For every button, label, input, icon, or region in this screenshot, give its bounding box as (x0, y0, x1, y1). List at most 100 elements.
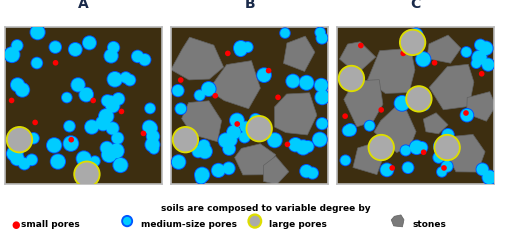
Circle shape (51, 154, 65, 169)
Circle shape (463, 110, 469, 116)
Circle shape (101, 142, 113, 154)
Circle shape (11, 39, 23, 52)
Circle shape (193, 146, 204, 157)
Circle shape (476, 163, 489, 176)
Circle shape (250, 216, 260, 226)
Circle shape (148, 143, 160, 155)
Circle shape (69, 137, 74, 142)
Circle shape (7, 128, 31, 152)
Circle shape (440, 160, 454, 173)
Polygon shape (181, 101, 222, 142)
Circle shape (32, 120, 38, 125)
Circle shape (442, 129, 454, 141)
Circle shape (50, 153, 66, 170)
Circle shape (197, 143, 213, 159)
Circle shape (85, 120, 98, 134)
Circle shape (123, 74, 136, 87)
Circle shape (222, 161, 236, 175)
Circle shape (142, 120, 157, 135)
Circle shape (472, 50, 487, 65)
Circle shape (173, 128, 197, 152)
Polygon shape (467, 92, 496, 121)
Polygon shape (427, 35, 461, 63)
Circle shape (138, 53, 152, 66)
Circle shape (343, 125, 353, 136)
Circle shape (229, 113, 245, 128)
Circle shape (30, 24, 46, 40)
Circle shape (106, 122, 119, 135)
Circle shape (317, 89, 329, 101)
Circle shape (218, 132, 234, 149)
Circle shape (314, 90, 330, 105)
Circle shape (420, 100, 429, 110)
Circle shape (266, 68, 271, 73)
Circle shape (250, 114, 261, 125)
Circle shape (26, 153, 38, 166)
Circle shape (77, 151, 91, 166)
Circle shape (192, 145, 205, 158)
Circle shape (82, 35, 97, 50)
Circle shape (143, 121, 158, 136)
Circle shape (27, 132, 40, 144)
Circle shape (146, 129, 160, 144)
Circle shape (298, 75, 314, 91)
Circle shape (144, 103, 156, 114)
Circle shape (104, 48, 119, 64)
Circle shape (339, 154, 351, 166)
Circle shape (11, 78, 24, 92)
Circle shape (416, 142, 427, 153)
Text: stones: stones (412, 220, 446, 229)
Circle shape (475, 39, 486, 50)
Circle shape (195, 172, 207, 185)
Circle shape (435, 136, 459, 159)
Circle shape (289, 138, 302, 152)
Circle shape (318, 90, 328, 100)
Circle shape (198, 144, 212, 158)
Circle shape (407, 87, 431, 111)
Circle shape (247, 117, 271, 141)
Circle shape (410, 141, 423, 154)
Circle shape (6, 145, 22, 162)
Circle shape (221, 137, 233, 148)
Circle shape (364, 121, 375, 131)
Circle shape (299, 164, 313, 178)
Circle shape (461, 47, 471, 57)
Circle shape (477, 163, 488, 175)
Circle shape (389, 165, 395, 171)
Circle shape (90, 156, 100, 166)
Circle shape (71, 78, 85, 92)
Circle shape (121, 215, 133, 227)
Circle shape (80, 87, 94, 100)
Circle shape (62, 93, 72, 103)
Polygon shape (391, 215, 404, 227)
Circle shape (64, 121, 75, 132)
Polygon shape (263, 156, 289, 185)
Circle shape (343, 123, 357, 137)
Polygon shape (235, 144, 276, 175)
Circle shape (275, 94, 281, 100)
Circle shape (9, 98, 14, 103)
Circle shape (112, 157, 129, 173)
Circle shape (7, 146, 21, 161)
Circle shape (303, 141, 313, 152)
Circle shape (76, 150, 92, 167)
Circle shape (195, 90, 205, 100)
Circle shape (120, 72, 131, 83)
Circle shape (416, 52, 430, 66)
Circle shape (223, 143, 235, 155)
Circle shape (147, 130, 159, 143)
Circle shape (6, 126, 33, 153)
Circle shape (479, 42, 493, 55)
Circle shape (112, 132, 123, 144)
Circle shape (196, 173, 206, 184)
Circle shape (312, 132, 328, 147)
Circle shape (10, 140, 23, 152)
Circle shape (61, 92, 73, 103)
Circle shape (436, 166, 447, 178)
Circle shape (239, 121, 252, 134)
Circle shape (108, 143, 125, 159)
Circle shape (234, 41, 248, 55)
Circle shape (101, 146, 118, 163)
Circle shape (104, 96, 117, 108)
Circle shape (4, 46, 20, 63)
